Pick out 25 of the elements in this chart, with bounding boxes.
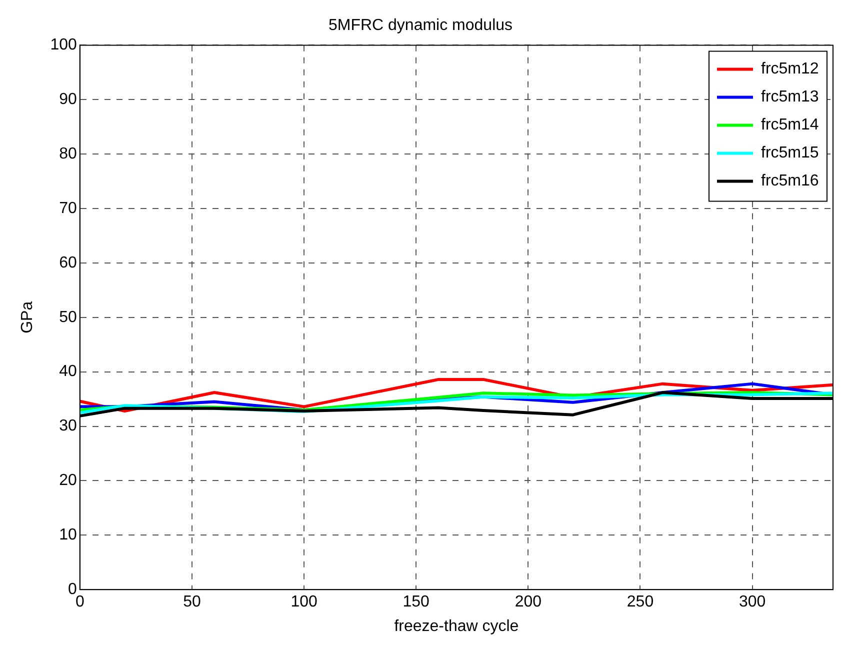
y-tick-label: 10 bbox=[59, 526, 77, 544]
y-axis-title: GPa bbox=[19, 301, 36, 334]
y-tick-label: 30 bbox=[59, 418, 77, 435]
x-tick-label: 250 bbox=[626, 594, 654, 611]
x-axis-title: freeze-thaw cycle bbox=[394, 618, 519, 635]
x-tick-label: 200 bbox=[514, 594, 542, 611]
y-tick-label: 70 bbox=[59, 200, 77, 217]
chart-title: 5MFRC dynamic modulus bbox=[328, 17, 513, 34]
y-tick-label: 0 bbox=[68, 581, 77, 598]
legend-label: frc5m15 bbox=[761, 144, 819, 162]
y-tick-label: 20 bbox=[59, 472, 77, 490]
x-tick-label: 100 bbox=[290, 594, 318, 611]
y-tick-label: 90 bbox=[59, 91, 77, 108]
y-tick-label: 80 bbox=[59, 145, 77, 162]
legend-label: frc5m14 bbox=[761, 116, 819, 134]
x-tick-label: 150 bbox=[402, 594, 430, 611]
legend-label: frc5m16 bbox=[761, 172, 819, 190]
legend-label: frc5m13 bbox=[761, 88, 819, 106]
x-tick-label: 300 bbox=[738, 594, 766, 611]
x-tick-label: 50 bbox=[183, 594, 201, 611]
y-tick-label: 50 bbox=[59, 308, 77, 326]
y-tick-label: 60 bbox=[59, 254, 77, 272]
legend-label: frc5m12 bbox=[761, 60, 819, 78]
y-tick-label: 100 bbox=[50, 36, 77, 54]
y-tick-label: 40 bbox=[59, 363, 77, 380]
